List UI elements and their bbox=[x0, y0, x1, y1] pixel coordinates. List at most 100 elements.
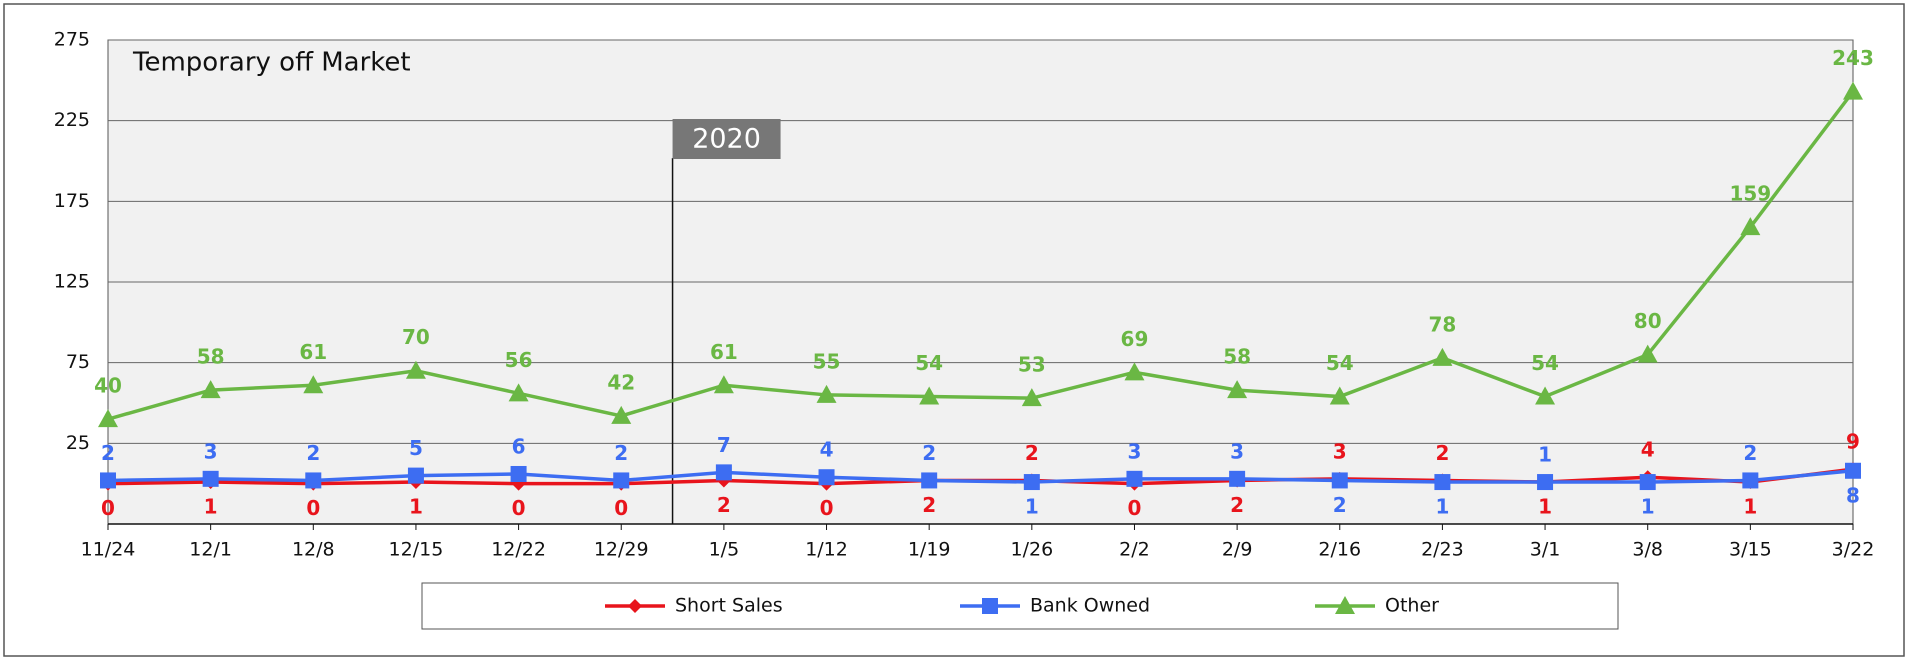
marker bbox=[1740, 217, 1761, 236]
data-label: 78 bbox=[1428, 312, 1456, 336]
marker bbox=[816, 384, 837, 403]
x-tick-label: 3/22 bbox=[1832, 539, 1875, 561]
data-label: 3 bbox=[1333, 439, 1347, 463]
data-label: 5 bbox=[409, 436, 423, 460]
series-line bbox=[107, 469, 1854, 484]
data-label: 8 bbox=[1846, 483, 1860, 507]
data-label: 2 bbox=[922, 493, 936, 517]
data-label: 0 bbox=[1128, 496, 1142, 520]
x-tick-label: 2/2 bbox=[1119, 539, 1150, 561]
data-label: 243 bbox=[1832, 46, 1874, 70]
marker bbox=[1227, 380, 1248, 399]
data-label: 1 bbox=[1641, 495, 1655, 519]
data-label: 1 bbox=[409, 495, 423, 519]
marker bbox=[818, 469, 835, 486]
marker bbox=[1639, 474, 1656, 491]
data-label: 7 bbox=[717, 433, 731, 457]
x-tick-label: 11/24 bbox=[81, 539, 136, 561]
data-label: 2 bbox=[922, 441, 936, 465]
y-tick-label: 275 bbox=[54, 29, 90, 51]
marker bbox=[200, 380, 221, 399]
marker bbox=[921, 472, 938, 489]
data-label: 1 bbox=[1743, 495, 1757, 519]
x-tick-label: 12/15 bbox=[389, 539, 444, 561]
data-label: 2 bbox=[1333, 493, 1347, 517]
marker bbox=[1023, 474, 1040, 491]
data-label: 4 bbox=[1641, 438, 1655, 462]
data-label: 2 bbox=[614, 441, 628, 465]
data-label: 3 bbox=[204, 439, 218, 463]
marker bbox=[202, 470, 219, 487]
y-tick-label: 175 bbox=[54, 190, 90, 212]
data-label: 0 bbox=[101, 496, 115, 520]
data-label: 42 bbox=[607, 370, 635, 394]
marker bbox=[1845, 462, 1861, 479]
data-label: 55 bbox=[813, 349, 841, 373]
marker bbox=[613, 472, 630, 489]
marker bbox=[1742, 472, 1759, 489]
annotation: 2020 bbox=[692, 124, 761, 155]
marker bbox=[628, 599, 642, 613]
x-tick-label: 12/8 bbox=[292, 539, 335, 561]
marker bbox=[919, 386, 940, 405]
x-tick-label: 12/1 bbox=[189, 539, 232, 561]
x-tick-label: 1/26 bbox=[1010, 539, 1053, 561]
y-tick-label: 25 bbox=[66, 432, 90, 454]
data-label: 1 bbox=[1538, 443, 1552, 467]
data-label: 40 bbox=[94, 374, 122, 398]
legend-label: Short Sales bbox=[675, 595, 783, 617]
marker bbox=[508, 383, 529, 402]
data-label: 54 bbox=[1326, 351, 1354, 375]
marker bbox=[98, 409, 118, 428]
data-label: 2 bbox=[306, 441, 320, 465]
x-tick-label: 2/9 bbox=[1222, 539, 1253, 561]
legend-label: Other bbox=[1385, 595, 1439, 617]
marker bbox=[1537, 474, 1554, 491]
data-label: 53 bbox=[1018, 353, 1046, 377]
x-tick-label: 1/12 bbox=[805, 539, 848, 561]
marker bbox=[1331, 472, 1348, 489]
x-tick-label: 2/16 bbox=[1318, 539, 1361, 561]
marker bbox=[1021, 388, 1042, 407]
legend-label: Bank Owned bbox=[1030, 595, 1150, 617]
data-label: 69 bbox=[1121, 327, 1149, 351]
data-label: 56 bbox=[505, 348, 533, 372]
marker bbox=[1229, 470, 1246, 487]
data-label: 6 bbox=[512, 434, 526, 458]
x-tick-label: 3/8 bbox=[1632, 539, 1663, 561]
data-label: 1 bbox=[1025, 495, 1039, 519]
marker bbox=[407, 467, 424, 484]
x-tick-label: 3/15 bbox=[1729, 539, 1772, 561]
data-label: 1 bbox=[204, 495, 218, 519]
data-label: 159 bbox=[1729, 182, 1771, 206]
data-label: 2 bbox=[717, 493, 731, 517]
annotation-box bbox=[672, 119, 781, 159]
data-label: 0 bbox=[512, 496, 526, 520]
marker bbox=[1637, 344, 1658, 363]
y-tick-label: 75 bbox=[66, 351, 90, 373]
marker bbox=[1124, 362, 1145, 381]
data-label: 1 bbox=[1538, 495, 1552, 519]
x-tick-label: 12/29 bbox=[594, 539, 649, 561]
x-tick-label: 12/22 bbox=[491, 539, 546, 561]
x-tick-label: 3/1 bbox=[1530, 539, 1561, 561]
marker bbox=[982, 598, 998, 614]
data-label: 0 bbox=[306, 496, 320, 520]
marker bbox=[611, 405, 632, 424]
data-label: 61 bbox=[299, 340, 327, 364]
data-label: 2 bbox=[1025, 441, 1039, 465]
x-tick-label: 1/19 bbox=[908, 539, 951, 561]
marker bbox=[405, 360, 426, 379]
chart-title: Temporary off Market bbox=[132, 48, 411, 78]
data-label: 61 bbox=[710, 340, 738, 364]
marker bbox=[715, 464, 732, 481]
series-line bbox=[107, 90, 1855, 421]
data-label: 80 bbox=[1634, 309, 1662, 333]
x-tick-label: 2/23 bbox=[1421, 539, 1464, 561]
data-label: 2 bbox=[1435, 441, 1449, 465]
y-tick-label: 225 bbox=[54, 109, 90, 131]
data-label: 58 bbox=[197, 345, 225, 369]
data-label: 0 bbox=[614, 496, 628, 520]
y-tick-label: 125 bbox=[54, 271, 90, 293]
